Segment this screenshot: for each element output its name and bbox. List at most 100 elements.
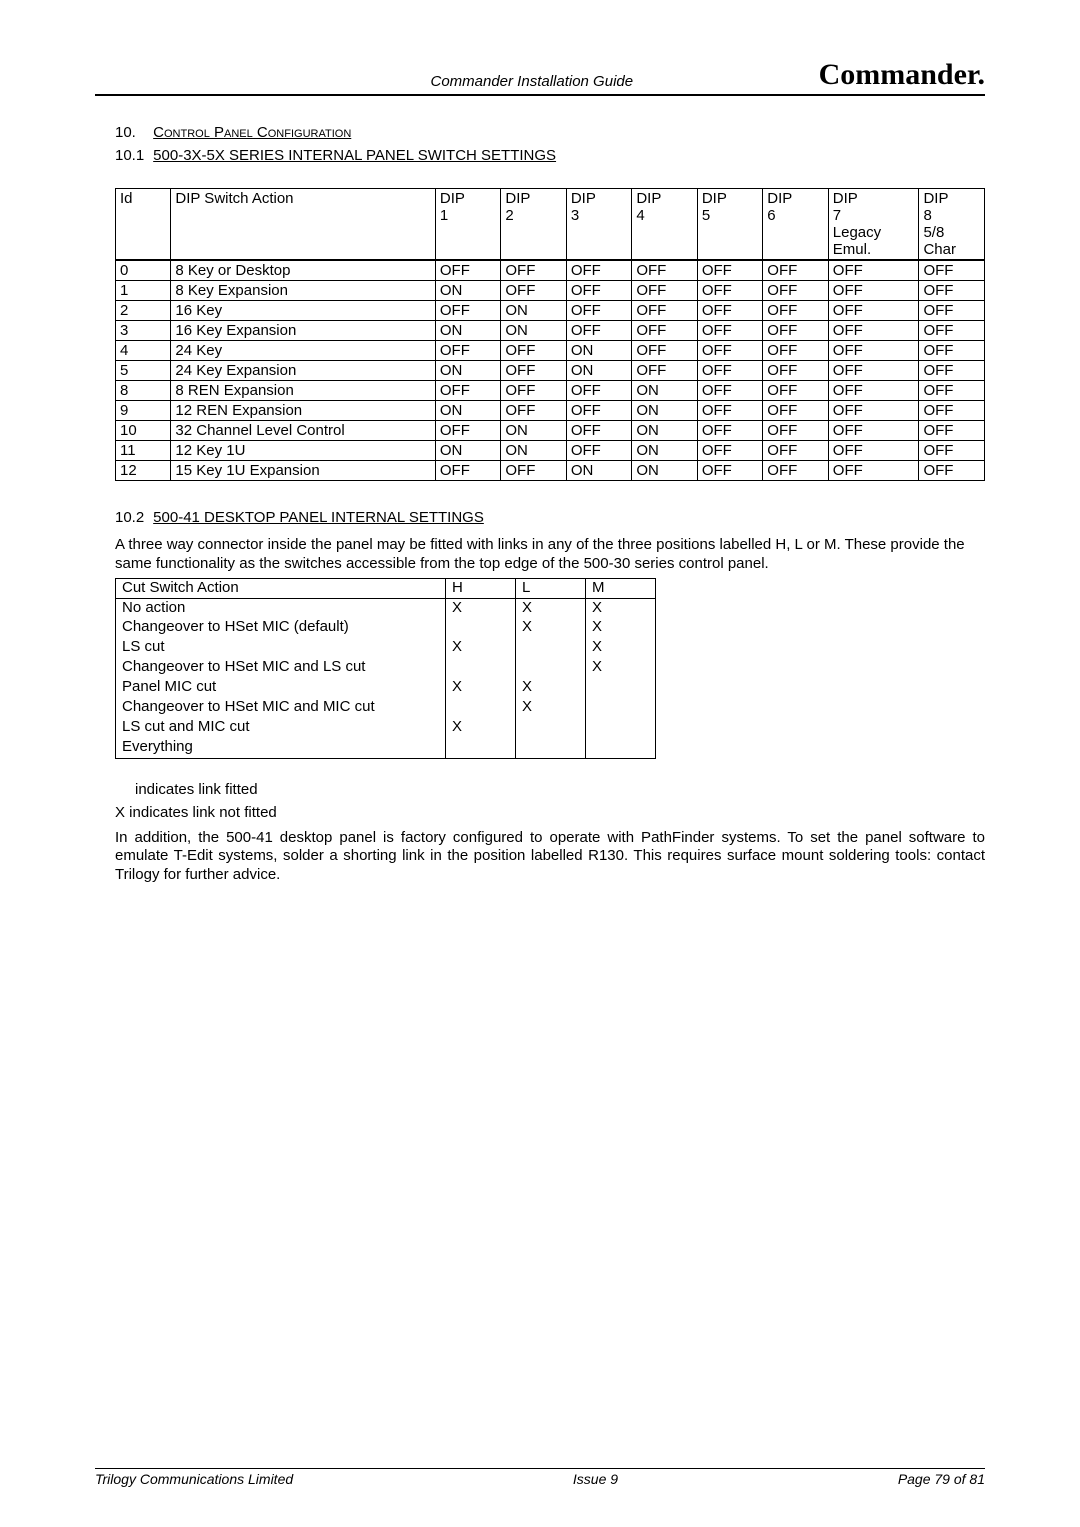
cell-l (516, 738, 586, 758)
col-id-header: Id (116, 189, 171, 261)
cell-h (446, 658, 516, 678)
cell-dip1: ON (435, 361, 500, 381)
cell-id: 10 (116, 421, 171, 441)
cell-h: X (446, 598, 516, 618)
cell-dip8: OFF (919, 381, 985, 401)
cell-id: 12 (116, 461, 171, 481)
cell-dip4: ON (632, 461, 697, 481)
cell-m (586, 738, 656, 758)
cell-dip8: OFF (919, 461, 985, 481)
cell-dip7: OFF (828, 421, 919, 441)
col-dip7-l4: Emul. (833, 241, 915, 258)
cell-dip3: OFF (566, 260, 631, 281)
note-link-not-fitted: X indicates link not fitted (115, 804, 985, 821)
cell-id: 11 (116, 441, 171, 461)
cell-dip8: OFF (919, 401, 985, 421)
dip-switch-table: Id DIP Switch Action DIP 1 DIP 2 DIP 3 D… (115, 188, 985, 481)
cell-dip1: ON (435, 401, 500, 421)
cell-m: X (586, 638, 656, 658)
cell-dip4: OFF (632, 281, 697, 301)
cell-dip8: OFF (919, 321, 985, 341)
subsection-10-2-title: 500-41 DESKTOP PANEL INTERNAL SETTINGS (153, 509, 484, 526)
cell-dip3: ON (566, 341, 631, 361)
col-dip8-l2: 8 (923, 207, 980, 224)
cell-cut-action: Changeover to HSet MIC and MIC cut (116, 698, 446, 718)
cell-dip2: ON (501, 421, 566, 441)
cell-dip7: OFF (828, 281, 919, 301)
cell-dip3: OFF (566, 441, 631, 461)
cell-dip5: OFF (697, 401, 762, 421)
cell-dip2: OFF (501, 281, 566, 301)
cell-id: 3 (116, 321, 171, 341)
cell-dip7: OFF (828, 301, 919, 321)
col-action-header: DIP Switch Action (171, 189, 435, 261)
subsection-10-1-heading: 10.1 500-3X-5X SERIES INTERNAL PANEL SWI… (115, 147, 985, 164)
table-row: Changeover to HSet MIC (default)XX (116, 618, 656, 638)
cell-dip3: OFF (566, 321, 631, 341)
section-10-title: Control Panel Configuration (153, 124, 351, 141)
cell-cut-action: No action (116, 598, 446, 618)
cell-dip4: OFF (632, 321, 697, 341)
table-row: 88 REN ExpansionOFFOFFOFFONOFFOFFOFFOFF (116, 381, 985, 401)
cell-dip6: OFF (763, 361, 828, 381)
cell-l: X (516, 598, 586, 618)
col-dip2-l2: 2 (505, 207, 561, 224)
cell-dip1: OFF (435, 260, 500, 281)
footer-center: Issue 9 (573, 1471, 618, 1487)
col-dip3-header: DIP 3 (566, 189, 631, 261)
table-row: No actionXXX (116, 598, 656, 618)
subsection-10-2-paragraph: A three way connector inside the panel m… (115, 536, 985, 574)
cell-l: X (516, 618, 586, 638)
cell-dip3: OFF (566, 421, 631, 441)
cell-dip4: ON (632, 401, 697, 421)
cell-dip5: OFF (697, 321, 762, 341)
cell-dip6: OFF (763, 421, 828, 441)
cell-dip2: ON (501, 441, 566, 461)
col-dip4-header: DIP 4 (632, 189, 697, 261)
cell-cut-action: Everything (116, 738, 446, 758)
cell-dip5: OFF (697, 361, 762, 381)
cell-h: X (446, 718, 516, 738)
subsection-10-2-heading: 10.2 500-41 DESKTOP PANEL INTERNAL SETTI… (115, 509, 985, 526)
table-row: Changeover to HSet MIC and MIC cut X (116, 698, 656, 718)
col-dip7-l3: Legacy (833, 224, 915, 241)
col-dip4-l2: 4 (636, 207, 692, 224)
cell-action: 16 Key Expansion (171, 321, 435, 341)
cell-cut-action: Panel MIC cut (116, 678, 446, 698)
col-dip5-l1: DIP (702, 190, 758, 207)
subsection-10-2-number: 10.2 (115, 509, 149, 526)
cell-dip8: OFF (919, 260, 985, 281)
cell-dip7: OFF (828, 441, 919, 461)
col-cut-action-header: Cut Switch Action (116, 578, 446, 598)
cell-dip3: OFF (566, 281, 631, 301)
cell-dip6: OFF (763, 260, 828, 281)
col-dip8-l1: DIP (923, 190, 980, 207)
cell-action: 8 Key or Desktop (171, 260, 435, 281)
cell-id: 8 (116, 381, 171, 401)
cell-dip2: OFF (501, 361, 566, 381)
cell-l: X (516, 678, 586, 698)
table-row: 524 Key ExpansionONOFFONOFFOFFOFFOFFOFF (116, 361, 985, 381)
cell-dip8: OFF (919, 301, 985, 321)
cell-dip2: OFF (501, 381, 566, 401)
footer-left: Trilogy Communications Limited (95, 1471, 293, 1487)
col-dip6-header: DIP 6 (763, 189, 828, 261)
table-row: 216 KeyOFFONOFFOFFOFFOFFOFFOFF (116, 301, 985, 321)
cell-dip7: OFF (828, 260, 919, 281)
cell-dip4: ON (632, 381, 697, 401)
cell-dip2: ON (501, 301, 566, 321)
cell-l: X (516, 698, 586, 718)
table-row: 424 KeyOFFOFFONOFFOFFOFFOFFOFF (116, 341, 985, 361)
cell-dip1: OFF (435, 421, 500, 441)
col-dip6-l2: 6 (767, 207, 823, 224)
cell-dip6: OFF (763, 441, 828, 461)
cell-dip6: OFF (763, 461, 828, 481)
cell-id: 2 (116, 301, 171, 321)
cell-dip8: OFF (919, 361, 985, 381)
dip-switch-table-header-row: Id DIP Switch Action DIP 1 DIP 2 DIP 3 D… (116, 189, 985, 261)
cell-dip6: OFF (763, 281, 828, 301)
table-row: 08 Key or DesktopOFFOFFOFFOFFOFFOFFOFFOF… (116, 260, 985, 281)
cell-dip2: OFF (501, 401, 566, 421)
cell-id: 1 (116, 281, 171, 301)
col-dip3-l1: DIP (571, 190, 627, 207)
